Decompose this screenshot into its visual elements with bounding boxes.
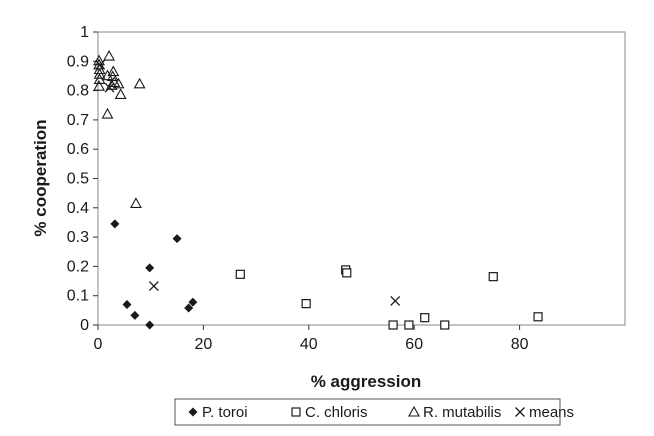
legend-marker-x <box>515 407 525 417</box>
legend-box <box>174 398 561 426</box>
y-tick-label: 0 <box>80 317 89 334</box>
data-point-triangle <box>130 197 142 208</box>
data-point-diamond <box>145 320 155 330</box>
data-point-square <box>388 320 398 330</box>
data-point-x <box>390 296 401 306</box>
data-point-diamond <box>145 263 155 273</box>
legend-marker-diamond <box>188 407 198 417</box>
data-point-diamond <box>188 297 198 307</box>
data-point-x <box>104 82 115 93</box>
y-tick-label: 0.3 <box>67 229 89 246</box>
data-point-square <box>301 299 311 309</box>
series-square <box>235 265 543 330</box>
data-point-diamond <box>172 234 182 244</box>
data-point-square <box>420 313 430 323</box>
series-x <box>95 59 401 306</box>
y-tick-label: 0.9 <box>67 53 89 70</box>
data-point-diamond <box>110 219 120 229</box>
legend-label: means <box>529 404 574 421</box>
legend-marker-square <box>291 407 301 417</box>
data-point-triangle <box>107 65 120 77</box>
x-tick-label: 20 <box>195 336 213 353</box>
legend: P. toroi C. chloris R. mutabilis means <box>174 398 574 426</box>
data-point-triangle <box>93 58 105 70</box>
x-axis: 0 20 40 60 80 <box>94 325 529 353</box>
data-point-x <box>95 59 106 70</box>
x-tick-label: 40 <box>300 336 318 353</box>
data-point-triangle <box>133 77 146 89</box>
x-tick-label: 0 <box>94 336 103 353</box>
data-point-square <box>342 268 352 278</box>
data-point-triangle <box>93 73 106 85</box>
legend-label: C. chloris <box>305 404 368 421</box>
legend-label: P. toroi <box>202 404 248 421</box>
data-points <box>93 49 543 330</box>
y-tick-label: 0.6 <box>67 141 89 158</box>
data-point-square <box>235 269 245 279</box>
y-tick-label: 0.5 <box>67 171 89 188</box>
data-point-square <box>440 320 450 330</box>
y-tick-label: 0.7 <box>67 112 89 129</box>
plot-area <box>97 31 626 326</box>
y-tick-label: 0.4 <box>67 200 89 217</box>
data-point-diamond <box>184 303 194 313</box>
x-axis-title: % aggression <box>311 372 422 391</box>
data-point-square <box>488 272 498 282</box>
data-point-triangle <box>93 68 106 79</box>
legend-label: R. mutabilis <box>423 404 501 421</box>
data-point-diamond <box>130 310 140 320</box>
data-point-triangle <box>93 80 105 91</box>
data-point-square <box>533 312 543 322</box>
x-tick-label: 60 <box>405 336 423 353</box>
data-point-diamond <box>122 299 132 309</box>
data-point-triangle <box>101 69 114 81</box>
y-tick-label: 0.2 <box>67 258 89 275</box>
x-tick-label: 80 <box>511 336 529 353</box>
data-point-triangle <box>101 107 114 119</box>
y-axis: 0 0.1 0.2 0.3 0.4 0.5 0.6 0.7 0.8 0.9 1 <box>67 24 98 334</box>
y-tick-label: 1 <box>80 24 89 41</box>
y-axis-title: % cooperation <box>31 119 50 236</box>
data-point-square <box>404 320 414 330</box>
data-point-x <box>148 281 159 291</box>
series-diamond <box>110 219 198 330</box>
data-point-triangle <box>114 88 127 99</box>
y-tick-label: 0.1 <box>67 288 89 305</box>
y-tick-label: 0.8 <box>67 83 89 100</box>
series-triangle <box>93 49 146 208</box>
data-point-triangle <box>103 49 116 61</box>
data-point-triangle <box>112 77 125 89</box>
legend-marker-triangle <box>408 405 420 417</box>
